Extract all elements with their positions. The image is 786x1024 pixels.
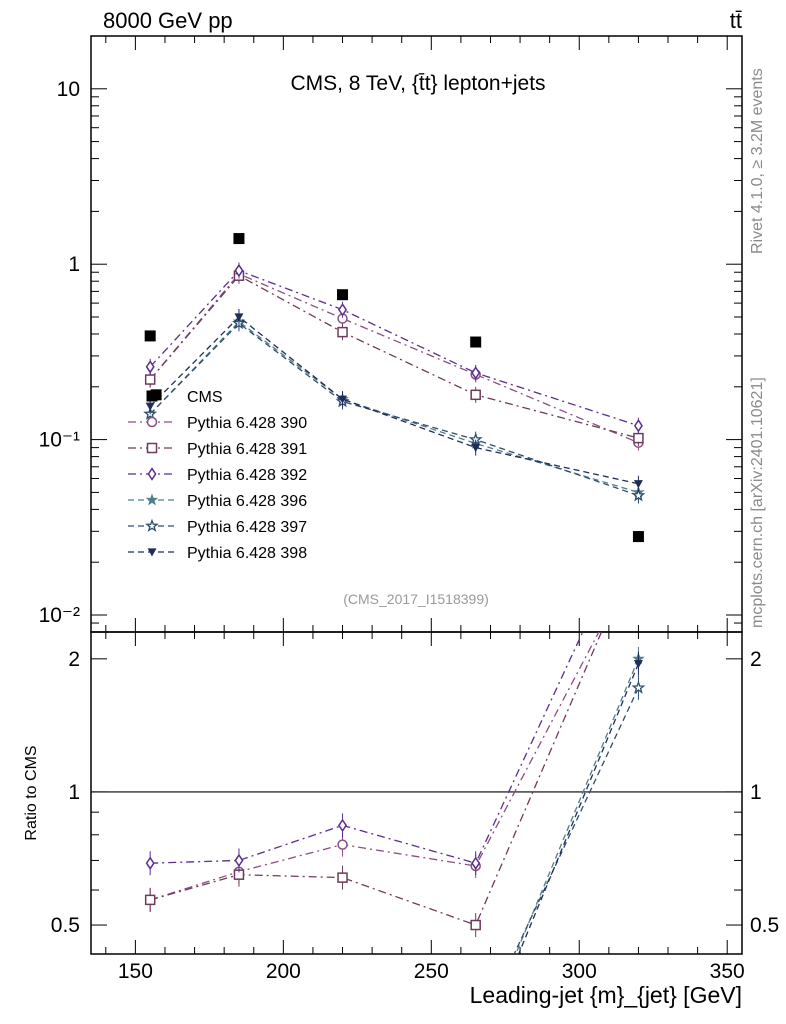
data-point xyxy=(233,233,245,245)
x-axis-label: Leading-jet {m}_{jet} [GeV] xyxy=(470,982,742,1008)
main-series-group xyxy=(143,233,646,543)
ratio-point xyxy=(631,680,646,694)
data-point xyxy=(631,488,646,502)
y-tick-label: 10⁻² xyxy=(39,604,80,627)
data-point xyxy=(633,480,643,489)
data-point xyxy=(234,313,244,322)
data-point xyxy=(145,402,155,411)
data-point xyxy=(633,418,643,433)
mcplots-label: mcplots.cern.ch [arXiv:2401.10621] xyxy=(749,377,766,628)
ratio-point xyxy=(338,818,348,833)
y-tick-label: 10⁻¹ xyxy=(39,429,80,452)
data-point xyxy=(470,336,482,348)
data-point xyxy=(144,330,156,342)
ratio-point xyxy=(145,856,155,870)
ratio-point xyxy=(144,894,156,906)
ratio-point xyxy=(234,853,244,868)
legend: CMS Pythia 6.428 390 Pythia 6.428 391 Pythi… xyxy=(128,389,307,562)
ratio-y-tick-label: 1 xyxy=(68,781,80,804)
ratio-point xyxy=(633,660,643,669)
legend-label: Pythia 6.428 391 xyxy=(187,441,307,458)
data-point xyxy=(471,444,481,453)
legend-label: Pythia 6.428 392 xyxy=(187,467,307,484)
legend-label: Pythia 6.428 390 xyxy=(187,415,307,432)
x-tick-label: 250 xyxy=(414,960,449,983)
ratio-y-tick-label-right: 0.5 xyxy=(750,914,779,937)
legend-marker xyxy=(146,442,158,454)
ratio-point xyxy=(234,985,243,993)
ratio-point xyxy=(471,856,481,870)
axes-group: 150 200 250 300 350 10⁻² 10⁻¹ 1 10 0.5 0.5 1 1 2 2 xyxy=(39,35,779,983)
series-line-5 xyxy=(149,322,639,497)
data-point xyxy=(234,263,244,278)
legend-label: Pythia 6.428 396 xyxy=(187,493,307,510)
header-right: tt̄ xyxy=(730,8,742,33)
header-left: 8000 GeV pp xyxy=(103,8,233,33)
data-point xyxy=(470,389,481,401)
series-line-6 xyxy=(149,316,639,485)
chart-title: CMS, 8 TeV, {t̄t} lepton+jets xyxy=(290,72,545,95)
x-tick-label: 350 xyxy=(710,960,745,983)
data-point xyxy=(144,374,156,385)
data-point xyxy=(338,395,348,404)
data-point xyxy=(633,432,644,444)
ratio-y-tick-label: 0.5 xyxy=(51,914,80,937)
series-line-1 xyxy=(149,273,639,444)
legend-label: CMS xyxy=(187,389,223,406)
legend-label: Pythia 6.428 397 xyxy=(187,519,307,536)
legend-marker xyxy=(145,493,159,506)
ratio-point xyxy=(337,839,348,850)
legend-marker xyxy=(147,548,157,557)
data-point xyxy=(471,366,481,380)
y-tick-label: 10 xyxy=(57,78,80,101)
ratio-y-tick-label-right: 2 xyxy=(750,648,762,671)
ratio-y-tick-label-right: 1 xyxy=(750,781,762,804)
rivet-label: Rivet 4.1.0, ≥ 3.2M events xyxy=(749,68,766,254)
legend-label: Pythia 6.428 398 xyxy=(187,545,307,562)
data-point xyxy=(337,326,348,338)
series-line-2 xyxy=(149,274,639,439)
ratio-line-0 xyxy=(150,632,600,901)
ratio-point xyxy=(145,983,155,993)
data-point xyxy=(338,302,348,317)
ratio-panel-frame xyxy=(90,631,743,955)
ratio-point xyxy=(634,552,643,561)
legend-marker xyxy=(145,518,159,532)
legend-marker xyxy=(146,390,158,402)
ratio-y-tick-label: 2 xyxy=(68,648,80,671)
ratio-series-group xyxy=(144,506,646,1009)
x-tick-label: 200 xyxy=(266,960,301,983)
legend-marker xyxy=(147,467,157,481)
data-point xyxy=(337,289,349,301)
data-point xyxy=(632,531,644,543)
ratio-y-axis-label: Ratio to CMS xyxy=(23,745,40,840)
ratio-point xyxy=(337,872,348,883)
x-tick-label: 150 xyxy=(118,960,153,983)
y-tick-label: 1 xyxy=(68,253,80,276)
ratio-line-2 xyxy=(150,632,584,864)
ratio-point xyxy=(634,541,643,550)
ratio-point xyxy=(470,919,481,931)
data-point xyxy=(145,360,155,374)
analysis-id: (CMS_2017_I1518399) xyxy=(343,591,489,607)
ratio-point xyxy=(145,983,155,993)
ratio-line-5 xyxy=(517,663,640,954)
x-tick-label: 300 xyxy=(562,960,597,983)
legend-marker xyxy=(146,416,158,428)
ratio-line-1 xyxy=(150,632,603,926)
ratio-point xyxy=(234,994,244,1004)
ratio-point xyxy=(635,506,642,517)
ratio-point xyxy=(234,999,244,1009)
